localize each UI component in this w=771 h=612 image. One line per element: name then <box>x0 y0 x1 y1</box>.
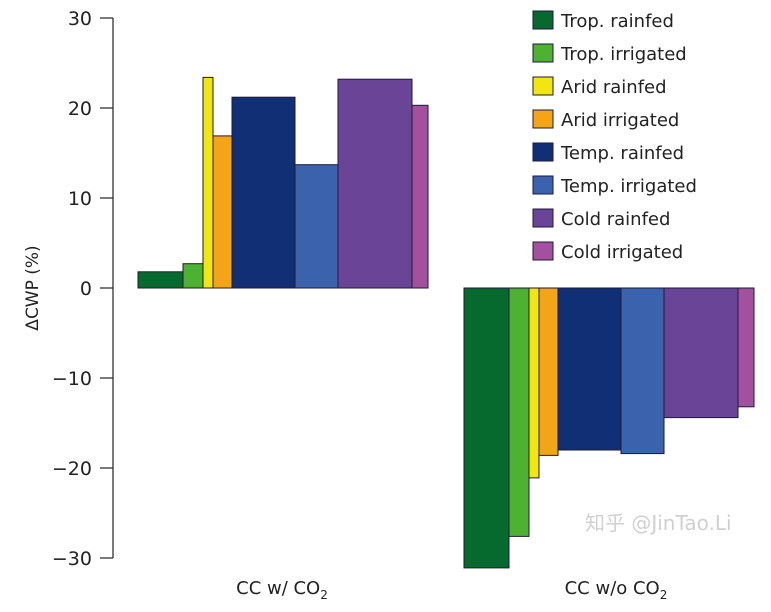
legend-item: Cold irrigated <box>532 241 683 263</box>
x-tick-label-text: CC w/ CO <box>236 578 320 599</box>
y-axis-label: ΔCWP (%) <box>23 245 43 330</box>
legend-item: Trop. irrigated <box>532 43 687 65</box>
y-axis: 30 20 10 0 −10 −20 −30 <box>52 8 114 570</box>
legend-label: Arid irrigated <box>561 110 679 131</box>
x-labels: CC w/ CO2 CC w/o CO2 <box>236 578 667 602</box>
y-tick-label: 10 <box>68 188 92 210</box>
bar-trop-rainfed-without-co2 <box>463 287 510 569</box>
legend-label: Cold irrigated <box>561 242 683 263</box>
legend-label: Temp. irrigated <box>560 176 697 197</box>
x-tick-label-text: CC w/o CO <box>565 578 660 599</box>
x-tick-label-subscript: 2 <box>660 588 668 602</box>
bar-temp-rainfed-without-co2 <box>557 287 622 451</box>
bar-arid-irrigated-with-co2 <box>212 135 233 289</box>
legend-label: Trop. irrigated <box>560 44 687 65</box>
legend-swatch <box>532 43 554 63</box>
legend-item: Arid irrigated <box>532 109 679 131</box>
bar-temp-rainfed-with-co2 <box>231 96 296 289</box>
bar-cold-rainfed-with-co2 <box>337 78 413 289</box>
legend-swatch <box>532 208 554 228</box>
x-tick-label-subscript: 2 <box>320 588 328 602</box>
x-tick-label: CC w/ CO2 <box>236 578 328 602</box>
bar-arid-irrigated-without-co2 <box>538 287 559 456</box>
x-tick-label: CC w/o CO2 <box>565 578 668 602</box>
legend-label: Arid rainfed <box>561 77 667 98</box>
legend-item: Temp. irrigated <box>532 175 697 197</box>
bar-trop-irrigated-without-co2 <box>508 287 530 537</box>
legend-item: Cold rainfed <box>532 208 670 230</box>
legend-swatch <box>532 76 554 96</box>
watermark: 知乎 @JinTao.Li <box>585 511 732 535</box>
y-tick-label: 0 <box>80 278 92 300</box>
y-tick-label: −30 <box>52 548 92 570</box>
legend-label: Cold rainfed <box>561 209 670 230</box>
y-tick-label: −10 <box>52 368 92 390</box>
bars <box>137 76 755 569</box>
y-tick-label: 30 <box>68 8 92 30</box>
bar-trop-rainfed-with-co2 <box>137 271 184 289</box>
bar-temp-irrigated-without-co2 <box>620 287 665 455</box>
bar-trop-irrigated-with-co2 <box>182 263 204 289</box>
y-tick-label: 20 <box>68 98 92 120</box>
legend-swatch <box>532 109 554 129</box>
legend-item: Temp. rainfed <box>532 142 684 164</box>
bar-cold-rainfed-without-co2 <box>663 287 739 419</box>
bar-temp-irrigated-with-co2 <box>294 164 339 289</box>
legend-item: Trop. rainfed <box>532 10 674 32</box>
legend-swatch <box>532 241 554 261</box>
legend: Trop. rainfed Trop. irrigated Arid rainfed… <box>532 10 697 263</box>
bar-cold-irrigated-with-co2 <box>411 104 429 289</box>
legend-swatch <box>532 10 554 30</box>
bar-cold-irrigated-without-co2 <box>737 287 755 408</box>
legend-item: Arid rainfed <box>532 76 667 98</box>
bar-arid-rainfed-without-co2 <box>528 287 540 479</box>
y-tick-label: −20 <box>52 458 92 480</box>
legend-swatch <box>532 175 554 195</box>
legend-label: Temp. rainfed <box>560 143 684 164</box>
legend-swatch <box>532 142 554 162</box>
bar-arid-rainfed-with-co2 <box>202 76 214 289</box>
legend-label: Trop. rainfed <box>560 11 674 32</box>
